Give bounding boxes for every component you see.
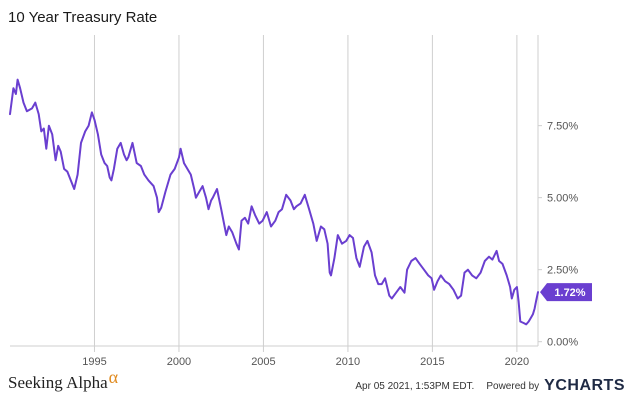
brand-alpha-icon: α: [108, 367, 119, 387]
y-tick-label: 0.00%: [547, 337, 578, 349]
attribution: Apr 05 2021, 1:53PM EDT. Powered by YCHA…: [355, 377, 625, 395]
brand-name: Seeking Alpha: [8, 373, 108, 392]
brand-logo: Seeking Alphaα: [8, 367, 118, 393]
timestamp: Apr 05 2021, 1:53PM EDT.: [355, 380, 475, 392]
x-tick-label: 2005: [251, 356, 275, 368]
y-tick-label: 7.50%: [547, 121, 578, 133]
series-layer: [9, 78, 539, 326]
last-value-badge: [540, 283, 592, 302]
ycharts-logo[interactable]: YCHARTS: [544, 377, 625, 394]
axes: [10, 35, 542, 352]
powered-by-label: Powered by: [486, 380, 540, 392]
x-tick-label: 2010: [336, 356, 360, 368]
chart-title: 10 Year Treasury Rate: [8, 9, 158, 26]
x-tick-label: 2020: [505, 356, 529, 368]
x-tick-label: 2000: [167, 356, 191, 368]
x-tick-label: 1995: [82, 356, 106, 368]
tick-labels: 1995 2000 2005 2010 2015 2020 0.00% 2.50% 5.00% 7…: [82, 121, 592, 368]
last-value-label: 1.72%: [554, 287, 585, 299]
x-tick-label: 2015: [420, 356, 444, 368]
y-tick-label: 2.50%: [547, 265, 578, 277]
y-tick-label: 5.00%: [547, 193, 578, 205]
series-line: [9, 78, 539, 326]
